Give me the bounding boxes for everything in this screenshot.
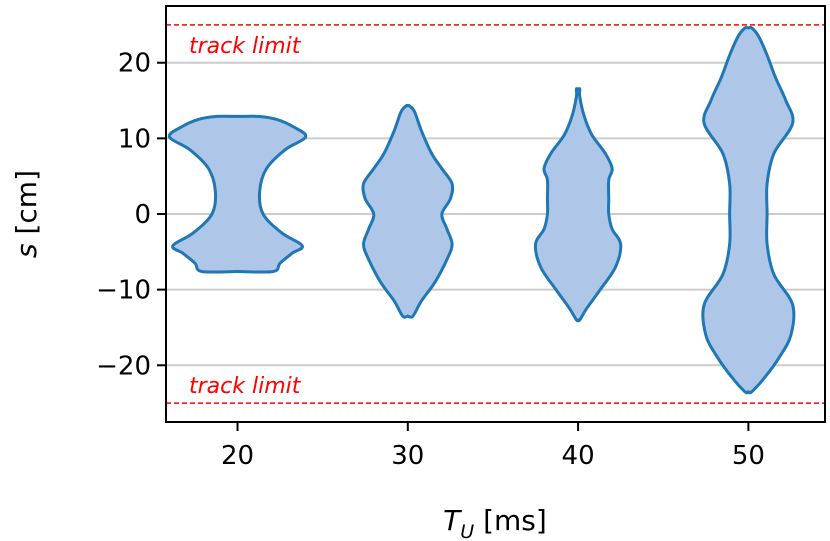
y-tick-label: 10	[118, 124, 151, 154]
violin-body	[701, 25, 796, 395]
x-tick-label: 50	[732, 441, 765, 471]
y-tick-label: −20	[96, 351, 151, 381]
violin-body	[167, 114, 308, 274]
violin-body	[533, 87, 623, 323]
axis-ticks: −20 −10 0 10 20 20 30 40 50	[96, 49, 765, 471]
violin-body	[361, 103, 455, 319]
y-tick-label: 0	[134, 200, 151, 230]
x-axis-label: TU [ms]	[443, 504, 547, 541]
track-limit-label-upper: track limit	[189, 34, 302, 59]
x-tick-label: 40	[562, 441, 595, 471]
x-tick-label: 20	[221, 441, 254, 471]
y-tick-label: 20	[118, 49, 151, 79]
violins	[167, 25, 796, 395]
track-limit-lines	[166, 24, 825, 404]
x-tick-label: 30	[391, 441, 424, 471]
y-tick-label: −10	[96, 276, 151, 306]
y-axis-label: s [cm]	[10, 170, 43, 258]
track-limit-label-lower: track limit	[189, 374, 302, 399]
